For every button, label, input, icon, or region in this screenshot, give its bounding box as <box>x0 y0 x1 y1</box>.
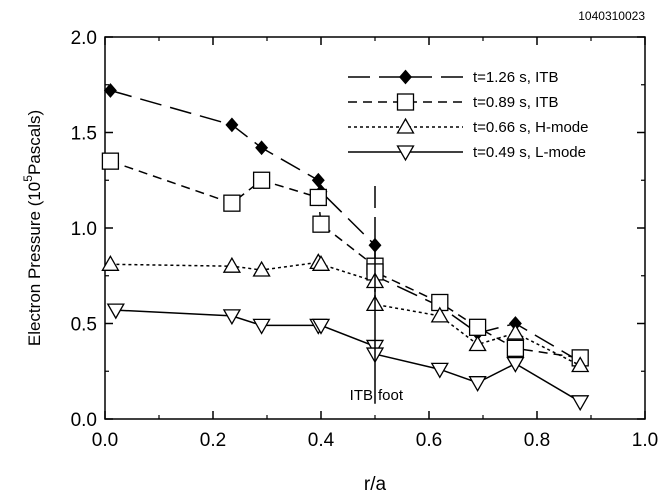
series-4-point <box>468 376 487 393</box>
y-axis-title-prefix: Electron Pressure (10 <box>25 182 44 346</box>
series-3-point <box>506 323 525 340</box>
series-2-point <box>252 171 271 189</box>
series-1-point <box>225 117 239 133</box>
series-3-point <box>311 254 331 271</box>
itb-label: ITB <box>350 387 373 404</box>
series-3-point <box>222 256 242 273</box>
x-axis-title: r/a <box>364 474 387 495</box>
x-tick-label: 0.6 <box>416 430 442 451</box>
x-tick-label: 1.0 <box>632 430 658 451</box>
series-2-point <box>309 188 327 207</box>
x-tick-label: 0.8 <box>524 430 550 451</box>
itb-foot-annotation: ITB foot <box>350 185 404 404</box>
series-2-point <box>506 339 525 357</box>
series-3 <box>101 253 590 373</box>
y-tick-label: 1.0 <box>71 219 97 240</box>
legend-label: t=0.66 s, H-mode <box>473 119 588 136</box>
series-3-point <box>252 260 271 277</box>
legend-marker <box>399 69 412 85</box>
series-4-point <box>430 362 449 379</box>
series-2-point <box>101 152 120 170</box>
y-axis-ticks: 0.0 0.5 1.0 1.5 2.0 <box>71 28 645 431</box>
series-4-point <box>222 309 242 326</box>
x-axis-ticks: 0.0 0.2 0.4 0.6 0.8 1.0 <box>92 37 658 451</box>
y-axis-title-suffix: Pascals) <box>25 110 44 175</box>
series-1-point <box>255 140 269 156</box>
series-4-point <box>252 318 271 335</box>
y-axis-title-exponent: 5 <box>21 175 35 182</box>
series-2-line <box>110 160 581 359</box>
legend-entry: t=0.66 s, H-mode <box>348 117 588 136</box>
series-2-point <box>223 194 241 212</box>
legend-marker <box>396 93 415 111</box>
y-tick-label: 1.5 <box>71 124 97 145</box>
series-1-point <box>311 172 325 188</box>
series-2-point <box>468 318 487 336</box>
legend-marker <box>396 145 415 162</box>
series-4-point <box>311 318 331 335</box>
series-4-point <box>106 303 125 320</box>
y-axis-title: Electron Pressure (105Pascals) <box>21 110 44 346</box>
series-4-point <box>571 395 590 412</box>
legend-label: t=0.89 s, ITB <box>473 94 558 111</box>
x-tick-label: 0.0 <box>92 430 118 451</box>
corner-label: 1040310023 <box>578 9 645 23</box>
series-1-point <box>103 83 117 98</box>
y-tick-label: 0.0 <box>71 410 97 431</box>
series-3-point <box>430 306 449 323</box>
series-3-point <box>571 356 590 373</box>
legend-entry: t=0.49 s, L-mode <box>348 144 586 162</box>
x-tick-label: 0.4 <box>308 430 335 451</box>
series-2-point <box>312 215 330 233</box>
legend-label: t=1.26 s, ITB <box>473 69 558 86</box>
legend-label: t=0.49 s, L-mode <box>473 144 586 161</box>
y-tick-label: 2.0 <box>71 28 97 49</box>
series-2 <box>101 152 589 367</box>
series-3-point <box>468 335 487 352</box>
legend-marker <box>396 117 415 134</box>
x-tick-label: 0.2 <box>200 430 226 451</box>
legend-entry: t=0.89 s, ITB <box>348 93 558 111</box>
series-3-point <box>101 254 120 271</box>
legend: t=1.26 s, ITB t=0.89 s, ITB t=0.66 s, H-mo… <box>348 69 588 162</box>
series-4-point <box>506 356 525 373</box>
foot-label: foot <box>378 387 404 404</box>
y-tick-label: 0.5 <box>71 315 97 336</box>
legend-entry: t=1.26 s, ITB <box>348 69 558 86</box>
